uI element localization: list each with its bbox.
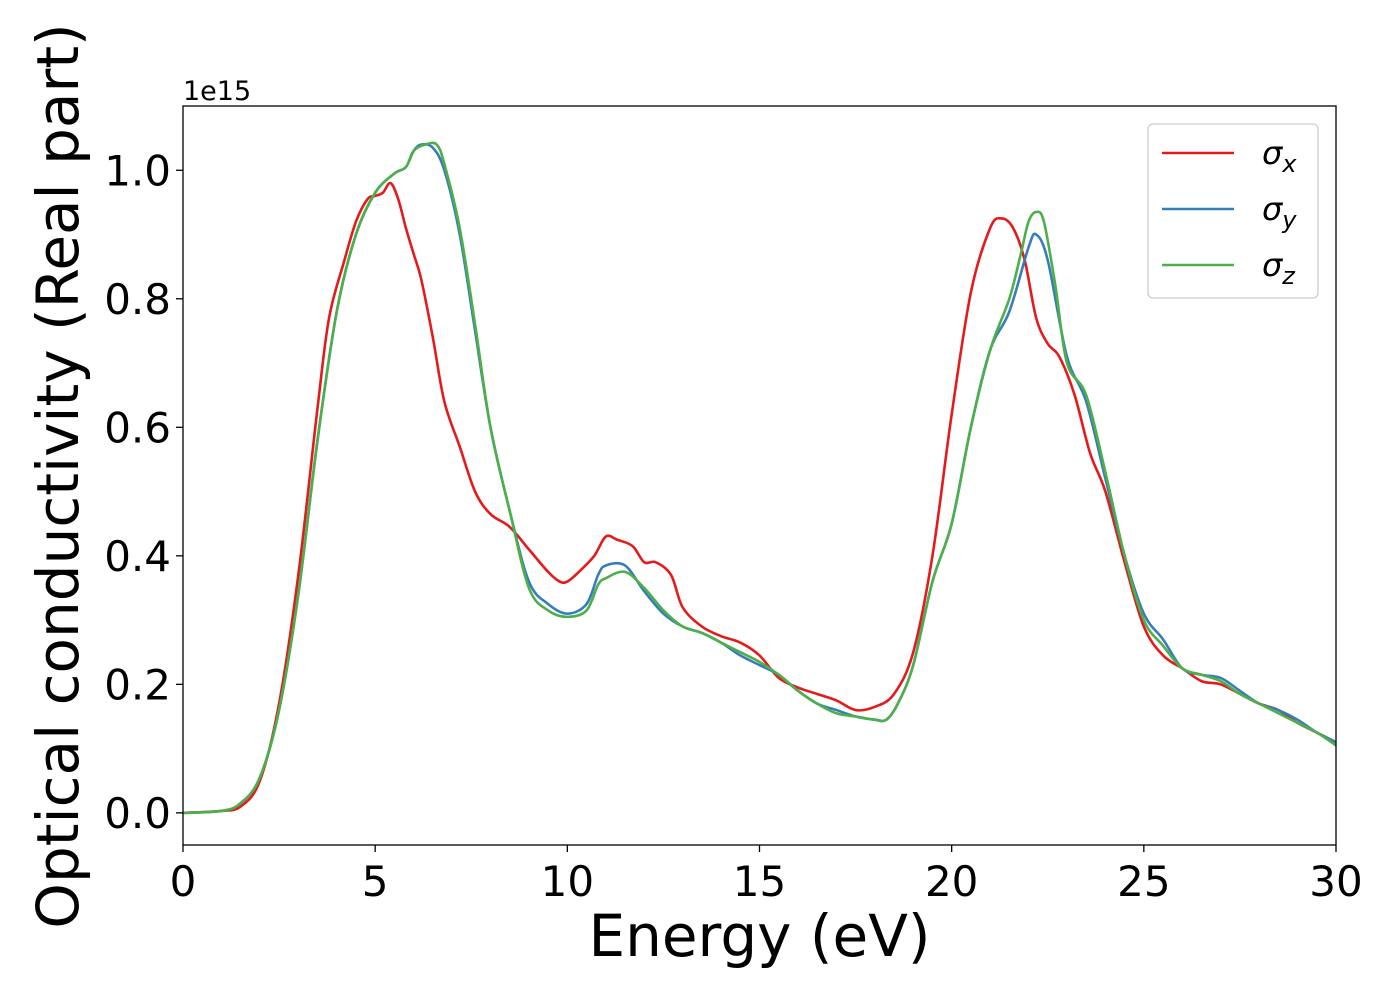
- x-tick-label: 0: [170, 857, 197, 906]
- x-tick-label: 5: [362, 857, 389, 906]
- x-tick-label: 20: [925, 857, 978, 906]
- plot-lines: [183, 141, 1336, 815]
- legend-label-z: σz: [1262, 246, 1296, 290]
- y-tick-label: 0.6: [104, 403, 171, 452]
- legend: σx σy σz: [1147, 123, 1319, 299]
- x-axis-ticks: 0 5 10 15 20 25 30: [170, 845, 1363, 906]
- series-line-x: [183, 181, 1336, 815]
- x-axis-label: Energy (eV): [588, 902, 930, 970]
- legend-label-x: σx: [1262, 134, 1297, 178]
- x-tick-label: 10: [541, 857, 594, 906]
- y-tick-label: 1.0: [104, 146, 171, 195]
- y-tick-label: 0.8: [104, 275, 171, 324]
- x-tick-label: 25: [1117, 857, 1170, 906]
- legend-label-y: σy: [1262, 190, 1297, 234]
- y-tick-label: 0.2: [104, 660, 171, 709]
- y-tick-label: 0.4: [104, 532, 171, 581]
- y-axis-label: Optical conductivity (Real part): [24, 23, 92, 928]
- series-line-z: [183, 141, 1336, 815]
- x-tick-label: 30: [1309, 857, 1362, 906]
- legend-box: [1147, 123, 1319, 299]
- y-axis-ticks: 0.0 0.2 0.4 0.6 0.8 1.0: [104, 146, 183, 838]
- y-tick-label: 0.0: [104, 789, 171, 838]
- legend-entries: σx σy σz: [1162, 134, 1297, 290]
- y-axis-offset-label: 1e15: [183, 76, 251, 107]
- x-tick-label: 15: [733, 857, 786, 906]
